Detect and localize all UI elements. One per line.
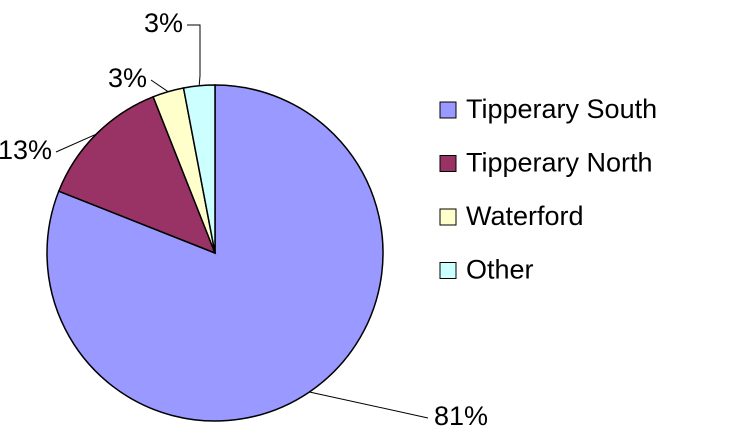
data-label: 3% bbox=[108, 63, 147, 93]
data-label: 3% bbox=[144, 8, 183, 38]
legend-label: Tipperary North bbox=[466, 148, 653, 178]
leader-line bbox=[55, 133, 97, 153]
legend-swatch bbox=[439, 262, 457, 279]
legend-label: Waterford bbox=[466, 201, 584, 231]
data-label: 13% bbox=[0, 135, 52, 165]
legend-swatch bbox=[439, 208, 457, 226]
leader-line bbox=[150, 79, 169, 93]
legend-label: Tipperary South bbox=[466, 94, 657, 124]
leader-line bbox=[187, 24, 201, 86]
legend-swatch bbox=[439, 101, 457, 119]
data-label: 81% bbox=[434, 401, 488, 431]
legend-label: Other bbox=[466, 255, 534, 285]
legend-swatch bbox=[439, 155, 457, 172]
pie-slice bbox=[57, 95, 217, 255]
leader-line bbox=[309, 391, 429, 419]
